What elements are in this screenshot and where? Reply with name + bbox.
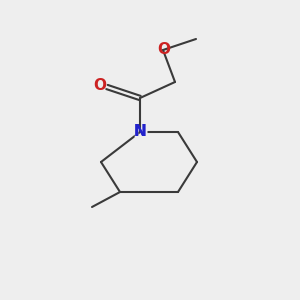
Text: N: N xyxy=(132,122,148,142)
Text: N: N xyxy=(134,124,146,140)
Text: N: N xyxy=(134,124,146,140)
Text: O: O xyxy=(94,79,106,94)
Text: O: O xyxy=(158,41,170,56)
